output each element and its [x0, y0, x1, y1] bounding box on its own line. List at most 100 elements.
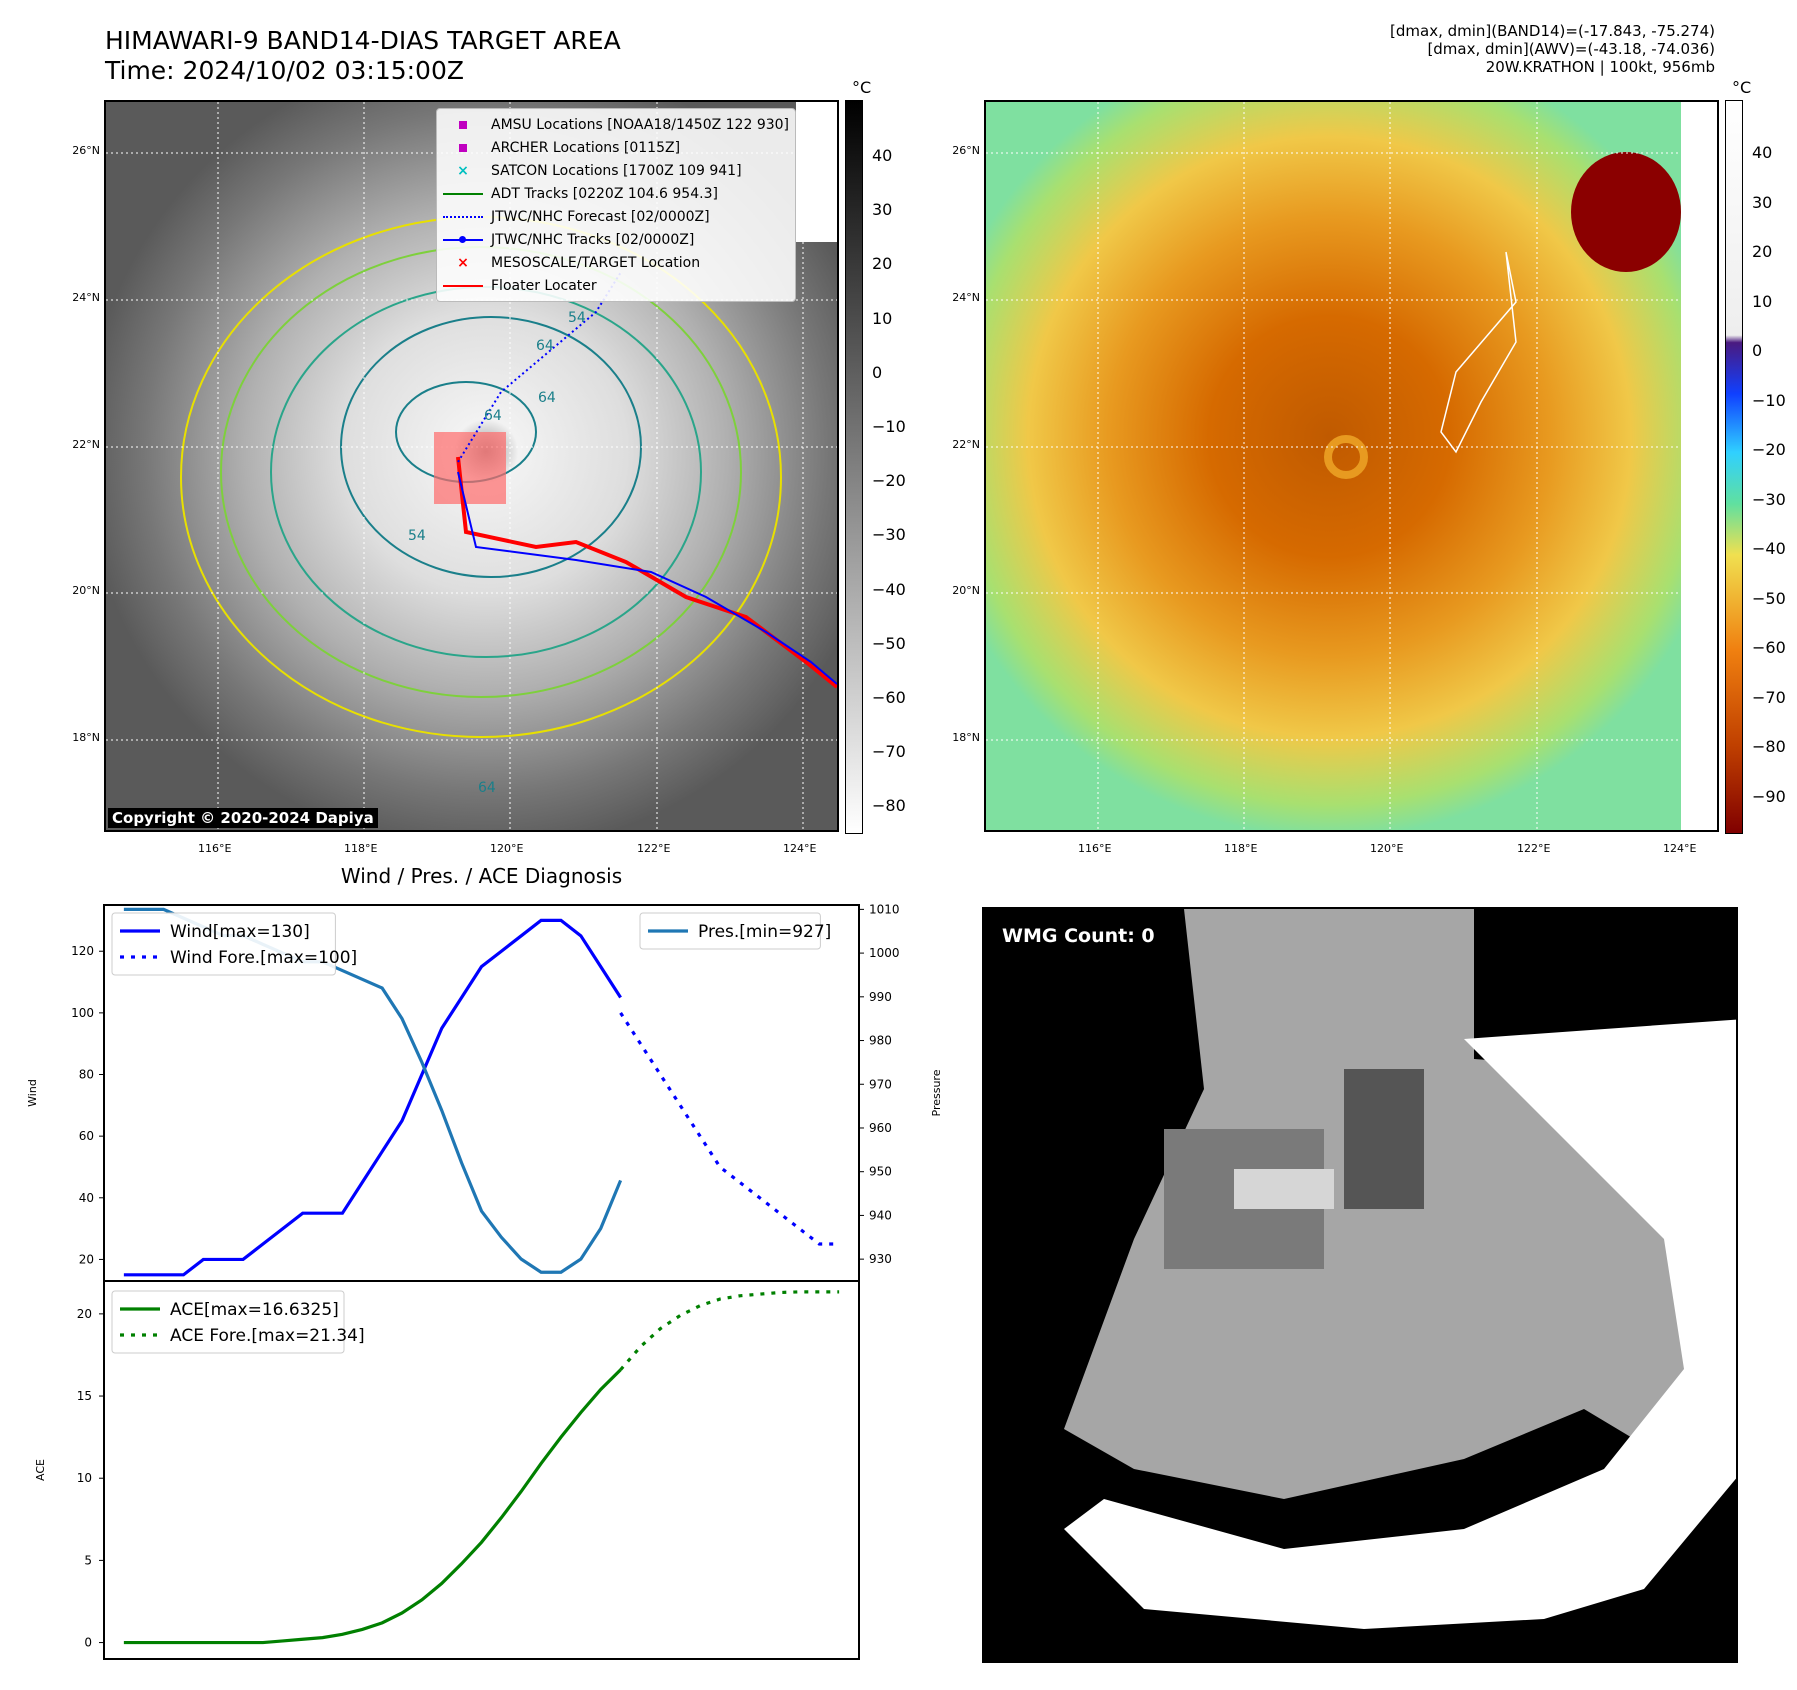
lon-label: 120°E: [490, 842, 524, 855]
wmg-eye: [1234, 1169, 1334, 1209]
colorbar-tick: 10: [872, 308, 893, 328]
series-line-3: [123, 1368, 622, 1645]
colorbar-tick: 0: [1752, 341, 1763, 360]
lon-label: 116°E: [1078, 842, 1112, 855]
contour-label-2: 54: [568, 310, 586, 326]
color-gridlines: [986, 102, 1717, 830]
contour-label-5: 54: [408, 528, 426, 544]
pres-ytick-label: 950: [869, 1165, 892, 1179]
colorbar-tick: −10: [872, 417, 906, 436]
ace-axes-frame: [103, 1280, 860, 1660]
wmg-image: [1064, 909, 1736, 1629]
lat-label: 24°N: [952, 291, 980, 304]
colorbar-tick: −10: [1752, 390, 1786, 410]
lat-label: 24°N: [72, 291, 100, 304]
colorbar-tick: 30: [872, 200, 893, 220]
color-satellite-panel: [984, 100, 1719, 832]
legend-label: ACE[max=16.6325]: [170, 1300, 339, 1320]
colorbar-tick: −20: [872, 471, 906, 491]
colorbar-tick: −20: [1752, 440, 1786, 459]
target-box: [434, 432, 506, 504]
contour-label-1: 64: [536, 338, 554, 354]
taiwan-coast: [1440, 251, 1517, 454]
colorbar-tick: −90: [1752, 786, 1786, 806]
chart-title: HIMAWARI-9 BAND14-DIAS TARGET AREA Time:…: [105, 26, 621, 86]
color-colorbar-ticks: 40 30 20 10 0 −10 −20 −30 −40 −50 −60 −70 −80 −90: [1746, 100, 1796, 832]
legend-box: [111, 912, 336, 976]
eye-ring: [1324, 435, 1368, 479]
color-image: [986, 102, 1717, 830]
ace-ytick-label: 20: [77, 1307, 92, 1321]
wind-ytick-label: 80: [79, 1068, 94, 1082]
ir-legend: AMSU Locations [NOAA18/1450Z 122 930] AR…: [436, 108, 797, 302]
legend-label: Wind Fore.[max=100]: [170, 948, 357, 968]
colorbar-tick: −30: [872, 525, 906, 545]
ir-lon-labels: 116°E 118°E 120°E 122°E 124°E: [104, 842, 839, 858]
colorbar-tick: 20: [872, 254, 893, 274]
ace-axis-label: ACE: [34, 1459, 47, 1481]
wind-axis-label: Wind: [26, 1079, 39, 1107]
cold-cloud-top: [1571, 152, 1681, 272]
wind-ytick-label: 100: [71, 1006, 94, 1020]
legend-label: Wind[max=130]: [170, 922, 310, 942]
lat-label: 26°N: [952, 144, 980, 157]
legend-archer: ARCHER Locations [0115Z]: [443, 136, 789, 159]
legend-label: ACE Fore.[max=21.34]: [170, 1326, 365, 1346]
contour-label-4: 64: [538, 390, 556, 406]
ir-colorbar-ticks: 40 30 20 10 0 −10 −20 −30 −40 −50 −60 −70 −80: [866, 100, 926, 832]
lat-label: 18°N: [952, 731, 980, 744]
legend-amsu: AMSU Locations [NOAA18/1450Z 122 930]: [443, 113, 789, 136]
diagnosis-chart: 2040608010012093094095096097098099010001…: [26, 902, 940, 1660]
pres-ytick-label: 990: [869, 990, 892, 1004]
pres-ytick-label: 980: [869, 1034, 892, 1048]
wmg-count: WMG Count: 0: [1002, 925, 1155, 947]
pres-ytick-label: 930: [869, 1252, 892, 1266]
colorbar-tick: −30: [1752, 489, 1786, 509]
colorbar-tick: 0: [872, 362, 883, 382]
ace-ytick-label: 5: [84, 1553, 92, 1567]
diagnosis-title: Wind / Pres. / ACE Diagnosis: [340, 864, 623, 888]
copyright: Copyright © 2020-2024 Dapiya: [108, 808, 378, 828]
colorbar-tick: −70: [872, 742, 906, 762]
colorbar-tick: −50: [1752, 588, 1786, 608]
wmg-panel: WMG Count: 0: [982, 907, 1738, 1663]
lon-label: 118°E: [344, 842, 378, 855]
pres-ytick-label: 1000: [869, 946, 900, 960]
series-line-0: [123, 918, 622, 1277]
colorbar-tick: −80: [1752, 737, 1786, 756]
colorbar-tick: −40: [872, 579, 906, 599]
storm-info: [dmax, dmin](BAND14)=(-17.843, -75.274) …: [1390, 22, 1715, 76]
colorbar-tick: 20: [1752, 242, 1773, 261]
color-colorbar: [1725, 100, 1743, 834]
wmg-white-band: [1064, 1019, 1736, 1629]
ace-ytick-label: 15: [77, 1389, 92, 1403]
colorbar-tick: −50: [872, 633, 906, 653]
ir-colorbar-unit: °C: [852, 78, 872, 97]
contour-label-3: 64: [484, 408, 502, 424]
lon-label: 124°E: [1663, 842, 1697, 855]
pres-ytick-label: 960: [869, 1121, 892, 1135]
colorbar-tick: 10: [1752, 291, 1773, 311]
pres-ytick-label: 970: [869, 1077, 892, 1091]
wind-ytick-label: 120: [71, 944, 94, 958]
lat-label: 22°N: [72, 438, 100, 451]
legend-target: × MESOSCALE/TARGET Location: [457, 254, 701, 271]
title-line2: Time: 2024/10/02 03:15:00Z: [105, 56, 464, 85]
series-line-1: [619, 1012, 840, 1246]
legend-satcon: × SATCON Locations [1700Z 109 941]: [457, 162, 742, 179]
contour-label-6: 64: [478, 780, 496, 796]
legend-box: [639, 912, 821, 950]
color-lon-labels: 116°E 118°E 120°E 122°E 124°E: [984, 842, 1719, 858]
colorbar-tick: −60: [1752, 638, 1786, 657]
wind-ytick-label: 60: [79, 1129, 94, 1143]
lat-label: 20°N: [72, 584, 100, 597]
legend-box: [111, 1290, 345, 1354]
floater-track: [456, 456, 837, 689]
lat-label: 18°N: [72, 731, 100, 744]
pres-ytick-label: 1010: [869, 902, 900, 916]
series-line-4: [619, 1290, 840, 1371]
color-colorbar-unit: °C: [1732, 78, 1752, 97]
ace-ytick-label: 0: [84, 1636, 92, 1650]
legend-label: Pres.[min=927]: [698, 922, 831, 942]
wind-ytick-label: 20: [79, 1252, 94, 1266]
